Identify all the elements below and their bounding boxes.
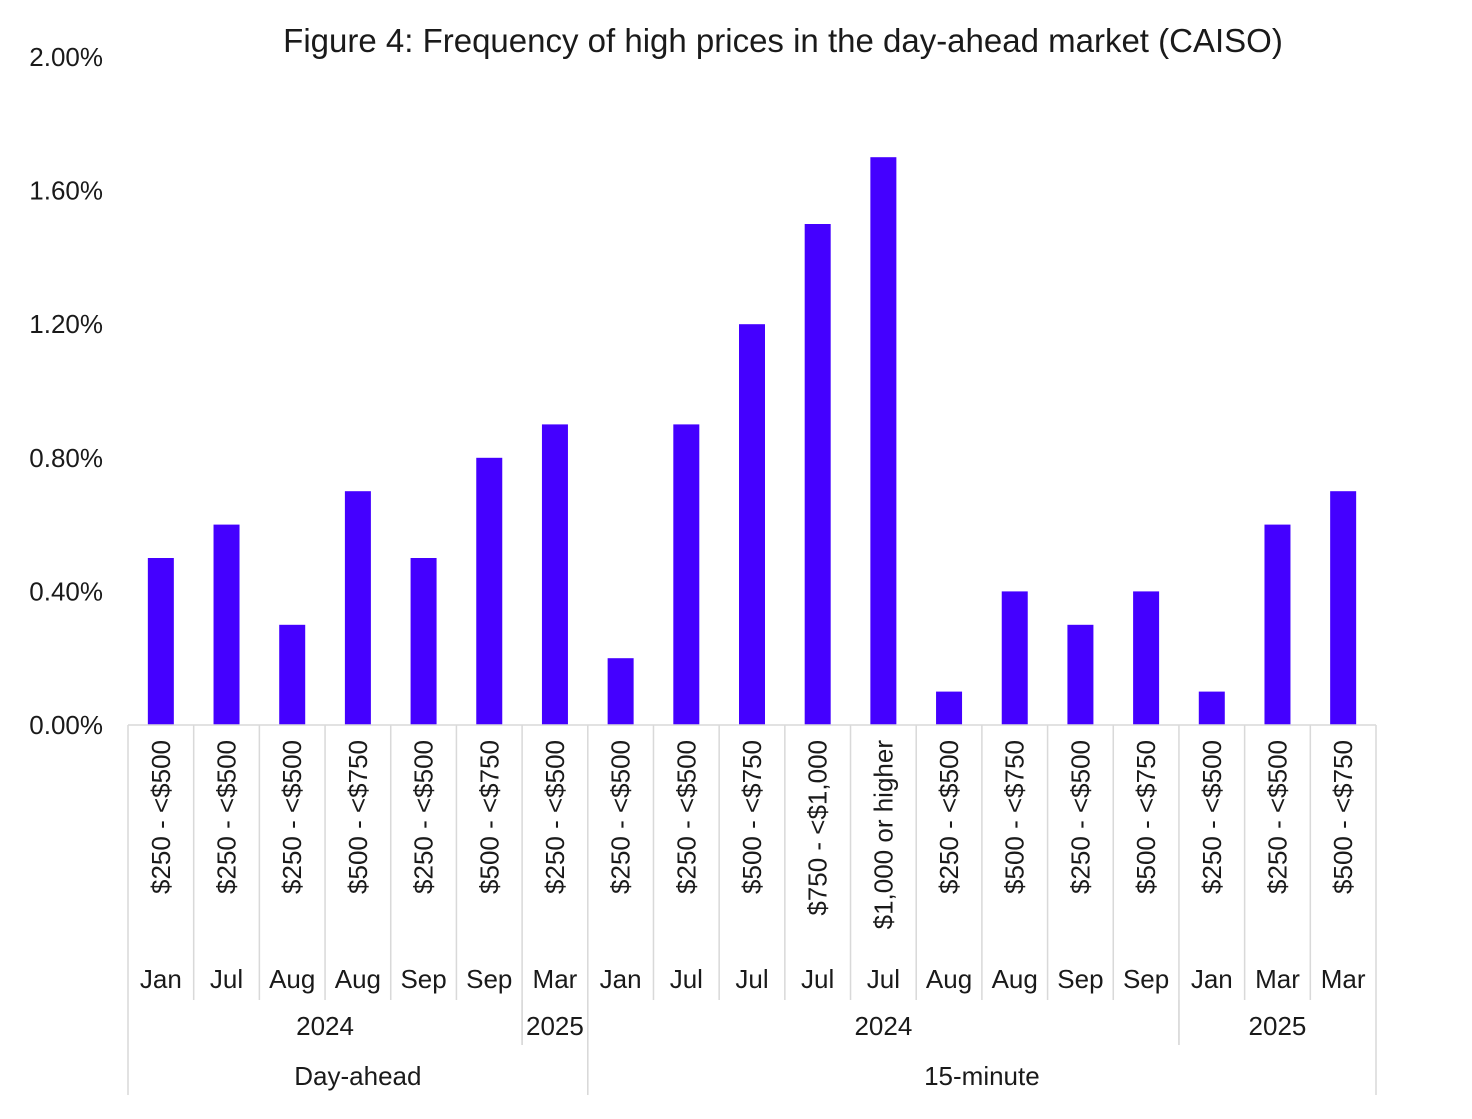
x-category-label: $250 - <$500 [277, 740, 307, 894]
y-tick-label: 1.20% [29, 309, 103, 339]
x-market-label: 15-minute [924, 1061, 1040, 1091]
x-category-label: $500 - <$750 [343, 740, 373, 894]
x-category-label: $500 - <$750 [1131, 740, 1161, 894]
x-month-label: Mar [1321, 964, 1366, 994]
bar [476, 457, 503, 725]
y-axis: 0.00% 0.40% 0.80% 1.20% 1.60% 2.00% [29, 42, 103, 740]
x-month-label: Mar [1255, 964, 1300, 994]
x-category-label: $250 - <$500 [934, 740, 964, 894]
y-tick-label: 2.00% [29, 42, 103, 72]
bar [673, 424, 700, 725]
bar [344, 491, 371, 725]
x-axis: $250 - <$500 Jan $250 - <$500 Jul $250 - <$5… [127, 724, 1377, 1095]
x-year-label: 2024 [296, 1011, 354, 1041]
x-month-label: Jul [210, 964, 243, 994]
x-category-label: $250 - <$500 [1065, 740, 1095, 894]
bar [870, 157, 897, 725]
x-category-label: $250 - <$500 [671, 740, 701, 894]
bar [607, 658, 634, 725]
bar [1133, 591, 1160, 725]
x-category-label: $500 - <$750 [474, 740, 504, 894]
x-month-label: Sep [1057, 964, 1103, 994]
x-month-label: Aug [992, 964, 1038, 994]
bar [279, 624, 306, 725]
bar [739, 324, 765, 725]
y-tick-label: 1.60% [29, 176, 103, 206]
x-month-label: Jul [867, 964, 900, 994]
y-tick-label: 0.00% [29, 710, 103, 740]
x-category-label: $250 - <$500 [212, 740, 242, 894]
bar [410, 558, 437, 725]
y-tick-label: 0.80% [29, 443, 103, 473]
x-category-label: $250 - <$500 [540, 740, 570, 894]
x-category-label: $250 - <$500 [146, 740, 176, 894]
x-category-label: $500 - <$750 [737, 740, 767, 894]
x-category-label: $500 - <$750 [1328, 740, 1358, 894]
x-month-label: Jan [600, 964, 642, 994]
x-category-label: $750 - <$1,000 [803, 740, 833, 916]
x-month-label: Jan [1191, 964, 1233, 994]
bar [804, 224, 831, 725]
x-category-label: $1,000 or higher [868, 740, 898, 930]
bar [1198, 691, 1225, 725]
x-year-label: 2025 [526, 1011, 584, 1041]
x-market-label: Day-ahead [294, 1061, 421, 1091]
x-month-label: Aug [926, 964, 972, 994]
x-category-label: $250 - <$500 [1262, 740, 1292, 894]
x-month-label: Jan [140, 964, 182, 994]
x-category-label: $500 - <$750 [1000, 740, 1030, 894]
bars [147, 157, 1357, 725]
bar [1330, 491, 1357, 725]
chart-title: Figure 4: Frequency of high prices in th… [283, 22, 1283, 59]
bar [541, 424, 568, 725]
x-month-label: Jul [801, 964, 834, 994]
bar [1001, 591, 1028, 725]
x-category-label: $250 - <$500 [606, 740, 636, 894]
bar [1067, 624, 1094, 725]
x-month-label: Sep [1123, 964, 1169, 994]
x-year-label: 2025 [1249, 1011, 1307, 1041]
y-tick-label: 0.40% [29, 576, 103, 606]
x-month-label: Sep [466, 964, 512, 994]
x-month-label: Aug [335, 964, 381, 994]
x-month-label: Aug [269, 964, 315, 994]
bar [936, 691, 963, 725]
x-month-label: Sep [400, 964, 446, 994]
bar [147, 558, 174, 725]
bar [1264, 524, 1291, 725]
x-month-label: Jul [735, 964, 768, 994]
x-year-label: 2024 [854, 1011, 912, 1041]
x-category-label: $250 - <$500 [1197, 740, 1227, 894]
x-category-label: $250 - <$500 [409, 740, 439, 894]
bar [213, 524, 240, 725]
x-month-label: Jul [670, 964, 703, 994]
x-month-label: Mar [533, 964, 578, 994]
